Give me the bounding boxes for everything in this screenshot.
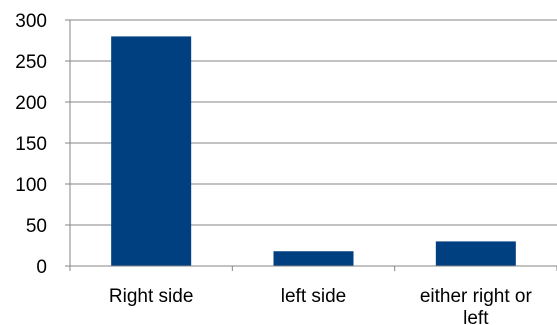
y-tick-label: 100 xyxy=(15,175,47,196)
bars xyxy=(111,36,516,267)
x-category-label: either right or left xyxy=(420,286,533,325)
y-tick-label: 50 xyxy=(26,216,47,237)
y-tick-labels: 0 50 100 150 200 250 300 xyxy=(15,11,47,278)
bar xyxy=(435,241,516,266)
axes xyxy=(65,19,557,271)
y-tick-label: 0 xyxy=(36,257,47,278)
x-category-labels: Right side left side either right or left xyxy=(109,286,533,325)
x-category-label: left side xyxy=(281,286,346,307)
y-tick-label: 150 xyxy=(15,134,47,155)
x-category-label: Right side xyxy=(109,286,194,307)
y-tick-label: 250 xyxy=(15,52,47,73)
y-tick-label: 200 xyxy=(15,93,47,114)
bar xyxy=(111,36,192,267)
bar xyxy=(273,251,354,266)
y-tick-label: 300 xyxy=(15,11,47,32)
